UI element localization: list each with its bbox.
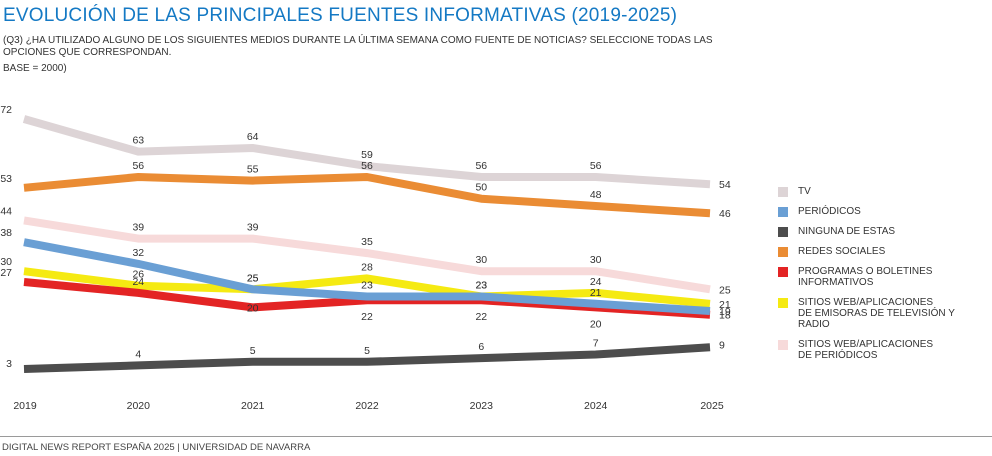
legend-item: TV bbox=[778, 186, 988, 197]
data-label: 28 bbox=[361, 261, 373, 273]
x-tick-label: 2022 bbox=[355, 400, 379, 412]
legend-item: SITIOS WEB/APLICACIONES DE EMISORAS DE TE… bbox=[778, 297, 988, 330]
data-label: 22 bbox=[361, 311, 373, 323]
data-label: 9 bbox=[719, 339, 725, 351]
series-line-1 bbox=[23, 238, 711, 315]
data-label: 56 bbox=[590, 160, 602, 172]
legend-swatch bbox=[778, 247, 788, 257]
data-label: 24 bbox=[132, 276, 144, 288]
legend-swatch bbox=[778, 267, 788, 277]
data-label: 30 bbox=[475, 254, 487, 266]
data-label: 4 bbox=[135, 348, 141, 360]
data-label: 59 bbox=[361, 149, 373, 161]
legend-item: PERIÓDICOS bbox=[778, 206, 988, 217]
data-label: 72 bbox=[0, 104, 12, 116]
series-line-6 bbox=[23, 216, 711, 294]
data-label: 24 bbox=[590, 276, 602, 288]
legend-label: PERIÓDICOS bbox=[798, 206, 861, 217]
series-line-3 bbox=[23, 173, 711, 218]
legend-item: SITIOS WEB/APLICACIONES DE PERIÓDICOS bbox=[778, 339, 988, 361]
data-label: 38 bbox=[0, 227, 12, 239]
data-label: 30 bbox=[0, 256, 12, 268]
data-label: 64 bbox=[247, 131, 259, 143]
data-label: 3 bbox=[6, 358, 12, 370]
legend-label: TV bbox=[798, 186, 811, 197]
data-label: 56 bbox=[361, 160, 373, 172]
legend-swatch bbox=[778, 227, 788, 237]
data-label: 56 bbox=[132, 160, 144, 172]
legend-item: REDES SOCIALES bbox=[778, 246, 988, 257]
legend-label: DE EMISORAS DE TELEVISIÓN Y RADIO bbox=[798, 308, 955, 330]
data-label: 48 bbox=[590, 189, 602, 201]
legend-swatch bbox=[778, 207, 788, 217]
legend-label: REDES SOCIALES bbox=[798, 246, 886, 257]
x-tick-label: 2023 bbox=[470, 400, 494, 412]
data-label: 39 bbox=[132, 222, 144, 234]
data-label: 50 bbox=[475, 182, 487, 194]
data-label: 46 bbox=[719, 208, 731, 220]
legend-swatch bbox=[778, 340, 788, 350]
legend-label: INFORMATIVOS bbox=[798, 277, 874, 288]
data-label: 23 bbox=[475, 280, 487, 292]
data-label: 20 bbox=[590, 318, 602, 330]
data-label: 21 bbox=[719, 299, 731, 311]
series-line-2 bbox=[23, 343, 711, 373]
series-line-5 bbox=[23, 267, 711, 308]
series-line-0 bbox=[22, 115, 711, 189]
data-label: 32 bbox=[132, 247, 144, 259]
data-label: 23 bbox=[475, 280, 487, 292]
legend-label: PROGRAMAS O BOLETINES bbox=[798, 266, 933, 277]
survey-question: (Q3) ¿Ha utilizado alguno de los siguien… bbox=[3, 35, 713, 58]
data-label: 6 bbox=[478, 341, 484, 353]
legend-swatch bbox=[778, 187, 788, 197]
data-label: 5 bbox=[364, 345, 370, 357]
data-label: 30 bbox=[590, 254, 602, 266]
data-label: 27 bbox=[0, 267, 12, 279]
data-label: 44 bbox=[0, 205, 12, 217]
data-label: 18 bbox=[719, 310, 731, 322]
data-label: 23 bbox=[361, 280, 373, 292]
data-label: 53 bbox=[0, 173, 12, 185]
data-label: 25 bbox=[247, 272, 259, 284]
data-label: 35 bbox=[361, 236, 373, 248]
chart-title: EVOLUCIÓN DE LAS PRINCIPALES FUENTES INF… bbox=[3, 5, 678, 26]
data-label: 25 bbox=[247, 272, 259, 284]
legend-label: DE PERIÓDICOS bbox=[798, 350, 878, 361]
x-tick-label: 2025 bbox=[700, 400, 724, 412]
footer-source: DIGITAL NEWS REPORT ESPAÑA 2025 | UNIVER… bbox=[2, 442, 311, 453]
data-label: 55 bbox=[247, 164, 259, 176]
data-label: 19 bbox=[719, 306, 731, 318]
data-label: 39 bbox=[247, 222, 259, 234]
data-label: 20 bbox=[247, 302, 259, 314]
data-label: 7 bbox=[593, 338, 599, 350]
data-label: 5 bbox=[250, 345, 256, 357]
legend-label: NINGUNA DE ESTAS bbox=[798, 226, 896, 237]
legend-label: SITIOS WEB/APLICACIONES bbox=[798, 339, 934, 350]
legend-swatch bbox=[778, 298, 788, 308]
data-label: 56 bbox=[475, 160, 487, 172]
data-label: 63 bbox=[132, 135, 144, 147]
x-tick-label: 2021 bbox=[241, 400, 265, 412]
data-label: 22 bbox=[475, 311, 487, 323]
chart-legend: TV PERIÓDICOS NINGUNA DE ESTAS REDES SOCIAL… bbox=[778, 186, 988, 370]
data-label: 25 bbox=[719, 284, 731, 296]
legend-label: SITIOS WEB/APLICACIONES bbox=[798, 297, 934, 308]
x-tick-label: 2020 bbox=[127, 400, 151, 412]
legend-item: NINGUNA DE ESTAS bbox=[778, 226, 988, 237]
x-tick-label: 2019 bbox=[13, 400, 37, 412]
x-tick-label: 2024 bbox=[584, 400, 608, 412]
data-label: 54 bbox=[719, 179, 731, 191]
data-label: 26 bbox=[132, 269, 144, 281]
legend-item: PROGRAMAS O BOLETINES INFORMATIVOS bbox=[778, 266, 988, 288]
footer-divider bbox=[0, 436, 992, 437]
sample-base: BASE = 2000) bbox=[3, 63, 67, 74]
data-label: 21 bbox=[590, 287, 602, 299]
